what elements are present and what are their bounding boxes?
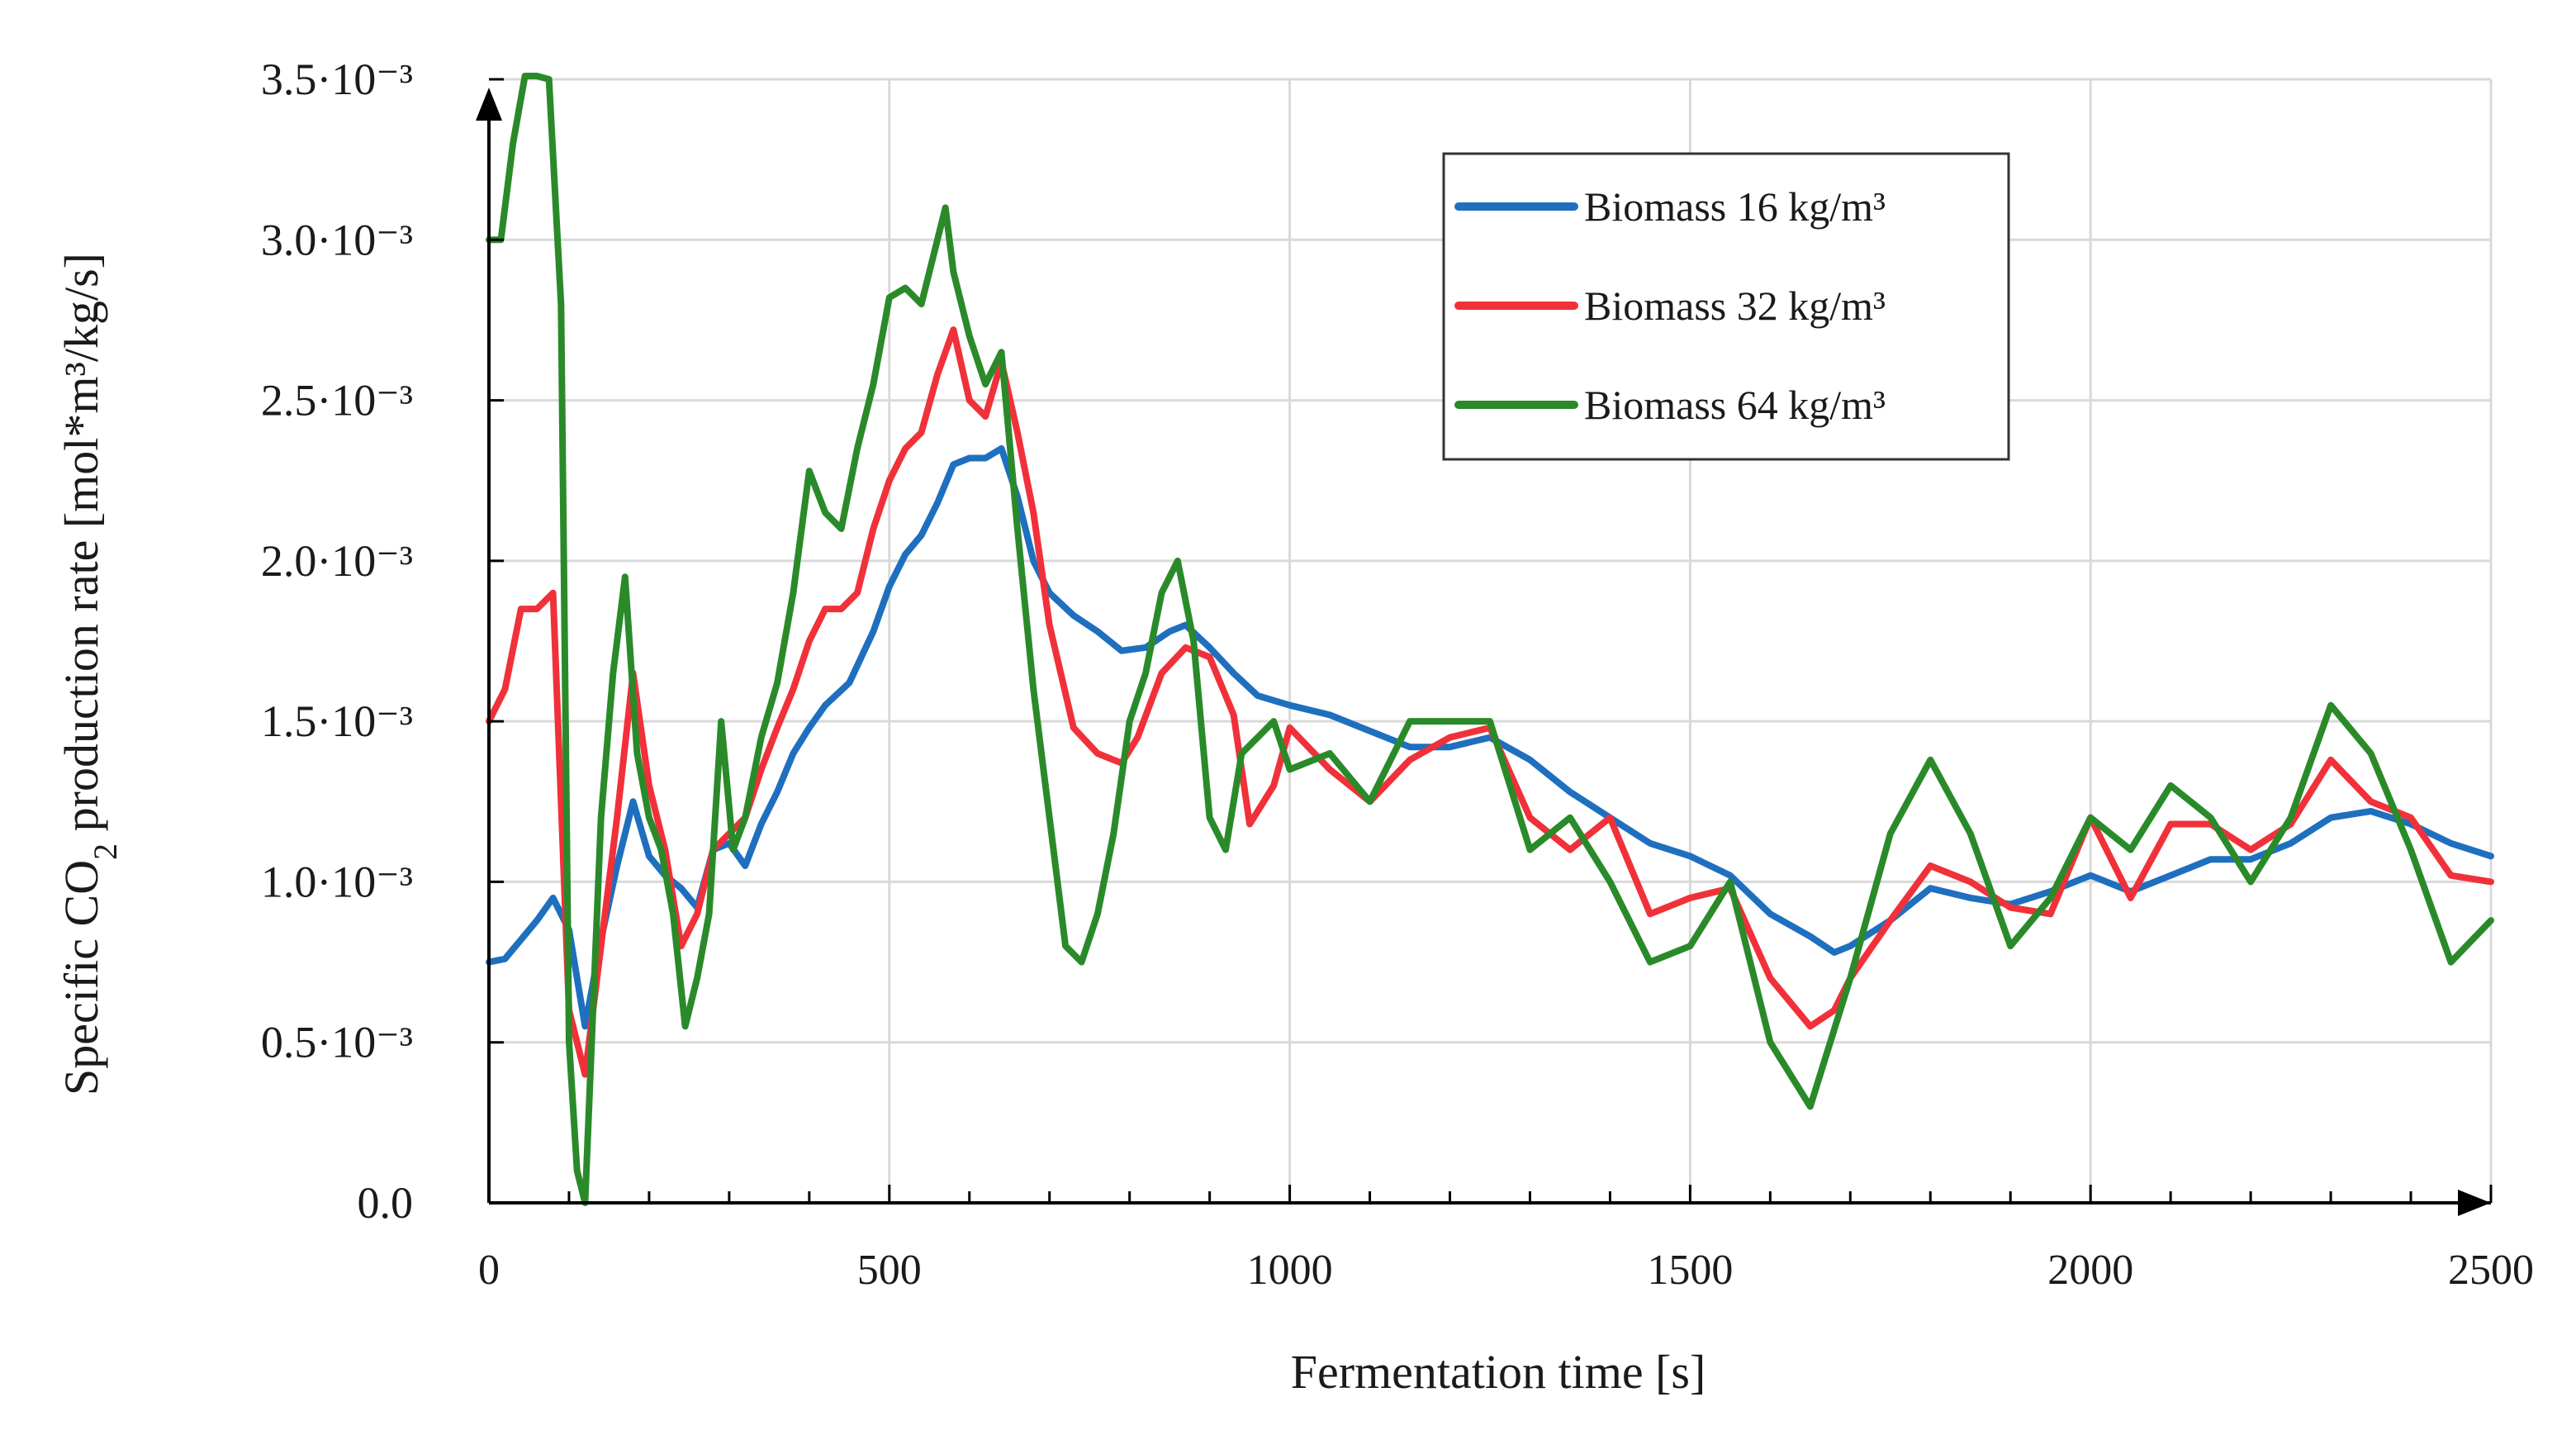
x-tick-label-2: 1000	[1247, 1247, 1333, 1294]
y-tick-label-1: 0.5·10⁻³	[261, 1018, 413, 1067]
y-tick-label-6: 3.0·10⁻³	[261, 215, 413, 264]
y-axis-title-subscript: 2	[87, 843, 124, 860]
y-tick-label-5: 2.5·10⁻³	[261, 376, 413, 425]
legend-label-3: Biomass 64 kg/m³	[1584, 382, 1886, 428]
x-axis-title: Fermentation time [s]	[1291, 1345, 1706, 1399]
x-tick-label-4: 2000	[2047, 1247, 2133, 1294]
y-axis-title-suffix: production rate [mol*m³/kg/s]	[55, 253, 108, 843]
axes	[476, 88, 2491, 1216]
y-axis-title: Specific CO2 production rate [mol*m³/kg/…	[55, 253, 124, 1095]
x-axis-arrow-icon	[2458, 1190, 2491, 1216]
y-axis-arrow-icon	[476, 88, 502, 121]
legend: Biomass 16 kg/m³ Biomass 32 kg/m³ Biomass …	[1442, 152, 2010, 461]
series-line-3	[486, 73, 2494, 1206]
legend-label-1: Biomass 16 kg/m³	[1584, 183, 1886, 230]
x-tick-marks: 0 500 1000 1500 2000 2500	[478, 1185, 2534, 1294]
y-tick-label-0: 0.0	[358, 1178, 414, 1228]
legend-label-2: Biomass 32 kg/m³	[1584, 283, 1886, 329]
y-tick-label-7: 3.5·10⁻³	[261, 55, 413, 104]
x-tick-label-3: 1500	[1647, 1247, 1733, 1294]
y-tick-label-4: 2.0·10⁻³	[261, 536, 413, 586]
series-lines	[486, 73, 2494, 1206]
y-tick-labels: 0.0 0.5·10⁻³ 1.0·10⁻³ 1.5·10⁻³ 2.0·10⁻³ 2.5·1…	[261, 55, 504, 1228]
y-axis-title-prefix: Specific CO	[55, 860, 108, 1095]
series-line-1	[486, 444, 2494, 1030]
series-line-2	[486, 326, 2494, 1078]
x-tick-label-5: 2500	[2448, 1247, 2534, 1294]
x-tick-label-1: 500	[857, 1247, 922, 1294]
x-tick-label-0: 0	[478, 1247, 500, 1294]
y-tick-label-2: 1.0·10⁻³	[261, 857, 413, 906]
y-tick-label-3: 1.5·10⁻³	[261, 696, 413, 746]
